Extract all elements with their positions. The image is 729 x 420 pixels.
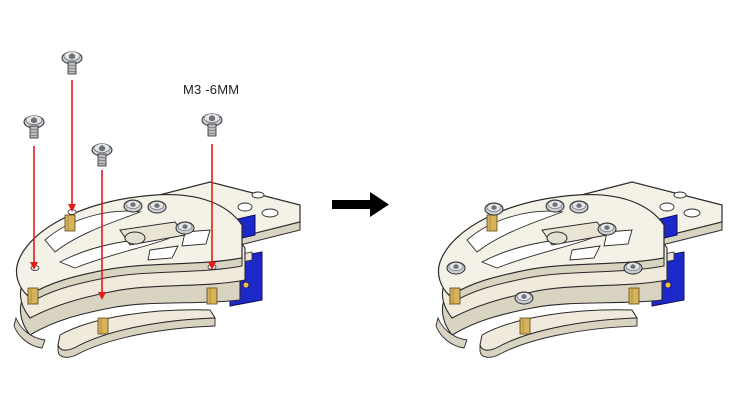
screw-icon (147, 200, 167, 214)
screw-icon (175, 221, 195, 235)
screw-icon (514, 291, 534, 305)
screw-icon (201, 113, 223, 137)
exploded-assembly (14, 51, 300, 358)
screw-icon (484, 202, 504, 216)
screw-icon (597, 222, 617, 236)
screw-spec-label: M3 -6MM (183, 82, 240, 97)
screw-icon (91, 143, 113, 167)
screw-icon (623, 261, 643, 275)
screw-icon (123, 199, 143, 213)
screw-icon (23, 115, 45, 139)
assembled-result (436, 182, 722, 357)
screw-icon (446, 261, 466, 275)
arrow-right-icon (332, 192, 389, 217)
screw-icon (545, 199, 565, 213)
screw-icon (61, 51, 83, 75)
screw-icon (569, 200, 589, 214)
insertion-arrows (30, 80, 216, 300)
